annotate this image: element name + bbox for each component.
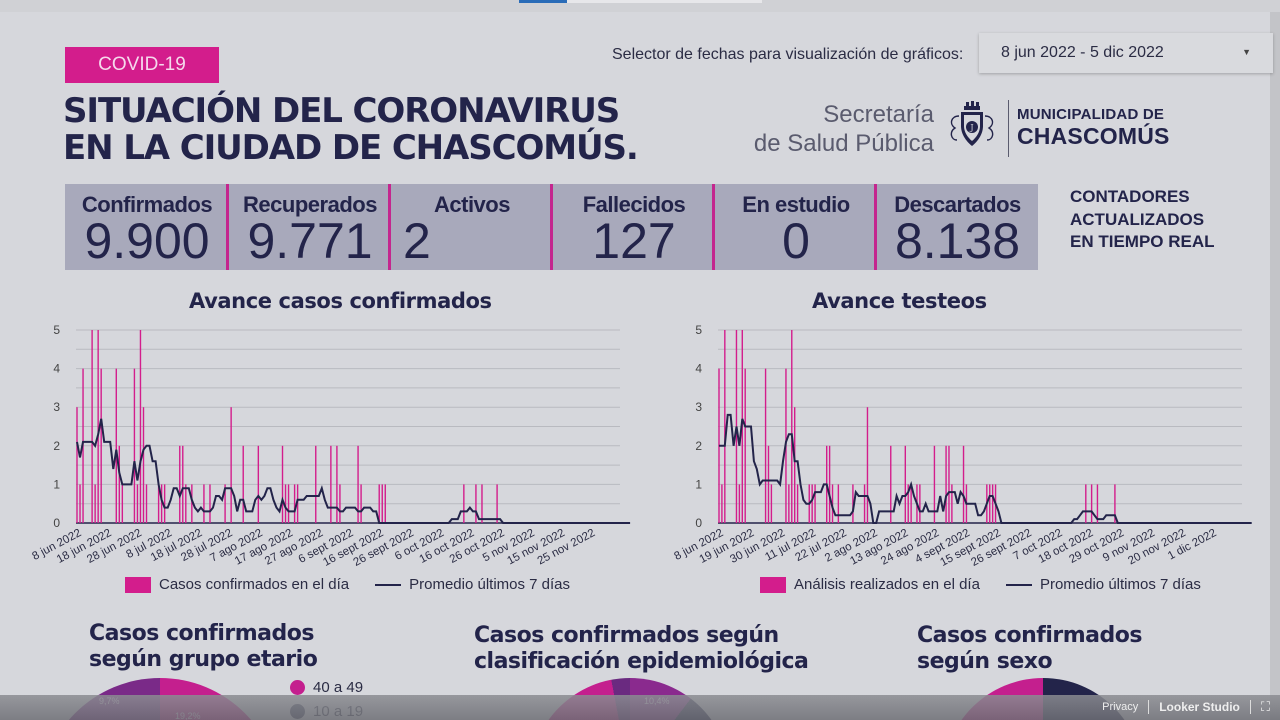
svg-text:3: 3 xyxy=(53,400,60,414)
counter-activos: Activos 2 xyxy=(391,184,553,270)
line-legend-swatch xyxy=(1005,583,1032,586)
title-line: clasificación epidemiológica xyxy=(474,649,809,674)
svg-text:J: J xyxy=(969,123,973,132)
embed-footer-bar xyxy=(0,695,1280,720)
svg-text:5: 5 xyxy=(53,323,60,337)
counter-value: 8.138 xyxy=(894,213,1021,269)
secretaria-label: Secretaría de Salud Pública xyxy=(740,100,934,158)
covid-badge: COVID-19 xyxy=(65,47,219,83)
age-chart-title: Casos confirmados según grupo etario xyxy=(89,621,318,673)
legend-item[interactable]: 40 a 49 xyxy=(290,675,363,699)
counter-separator xyxy=(712,184,715,270)
legend-label: 40 a 49 xyxy=(313,678,364,696)
epi-chart-title: Casos confirmados según clasificación ep… xyxy=(474,623,809,675)
title-line: Casos confirmados xyxy=(89,621,314,646)
note-line: CONTADORES xyxy=(1070,187,1190,206)
legend-line-label: Promedio últimos 7 días xyxy=(1039,576,1201,593)
svg-text:0: 0 xyxy=(695,516,702,530)
page-title: SITUACIÓN DEL CORONAVIRUS EN LA CIUDAD D… xyxy=(63,91,639,168)
counter-en-estudio: En estudio 0 xyxy=(715,184,877,270)
title-line: según grupo etario xyxy=(89,647,318,672)
svg-text:5: 5 xyxy=(695,323,702,337)
municipalidad-logo-text: MUNICIPALIDAD DE CHASCOMÚS xyxy=(1017,106,1170,149)
counter-separator xyxy=(550,184,553,270)
legend-dot-icon xyxy=(290,679,305,695)
date-selector-label: Selector de fechas para visualización de… xyxy=(612,46,964,63)
counter-label: Descartados xyxy=(894,192,1021,217)
tests-chart-legend: Análisis realizados en el día Promedio ú… xyxy=(760,576,1201,593)
browser-top-strip xyxy=(0,0,1280,12)
muni-line-1: MUNICIPALIDAD DE xyxy=(1017,106,1165,123)
page-edge xyxy=(1270,12,1280,720)
muni-line-2: CHASCOMÚS xyxy=(1017,123,1170,149)
counter-value: 0 xyxy=(782,213,810,269)
secretaria-line-2: de Salud Pública xyxy=(753,130,934,157)
sex-chart-title: Casos confirmados según sexo xyxy=(917,623,1142,675)
date-range-value: 8 jun 2022 - 5 dic 2022 xyxy=(1001,44,1164,61)
note-line: EN TIEMPO REAL xyxy=(1070,232,1215,251)
counter-value: 127 xyxy=(592,213,676,269)
page-tab-strip[interactable] xyxy=(567,0,762,3)
svg-text:1: 1 xyxy=(695,477,702,491)
counter-confirmados: Confirmados 9.900 xyxy=(65,184,229,270)
counter-separator xyxy=(874,184,877,270)
counter-descartados: Descartados 8.138 xyxy=(877,184,1038,270)
line-legend-swatch xyxy=(375,583,402,586)
svg-text:4: 4 xyxy=(695,362,702,376)
org-divider xyxy=(1008,100,1009,157)
counter-label: Confirmados xyxy=(81,192,213,217)
title-line: según sexo xyxy=(917,649,1053,674)
note-line: ACTUALIZADOS xyxy=(1070,209,1205,229)
title-line-2: EN LA CIUDAD DE CHASCOMÚS. xyxy=(63,128,639,168)
counters-note: CONTADORES ACTUALIZADOS EN TIEMPO REAL xyxy=(1070,186,1215,254)
svg-text:2: 2 xyxy=(695,439,702,453)
svg-text:4: 4 xyxy=(53,362,60,376)
svg-text:1: 1 xyxy=(53,477,60,491)
footer-divider xyxy=(1148,700,1150,714)
counter-value: 9.771 xyxy=(247,213,373,269)
svg-text:0: 0 xyxy=(53,516,60,530)
cases-chart-title: Avance casos confirmados xyxy=(189,289,492,313)
legend-line-label: Promedio últimos 7 días xyxy=(409,576,571,593)
dropdown-caret-icon: ▼ xyxy=(1242,47,1251,57)
svg-text:2: 2 xyxy=(53,439,60,453)
counter-recuperados: Recuperados 9.771 xyxy=(229,184,391,270)
secretaria-line-1: Secretaría xyxy=(823,101,934,128)
counter-separator xyxy=(388,184,391,270)
date-range-selector[interactable]: 8 jun 2022 - 5 dic 2022 ▼ xyxy=(979,33,1273,73)
municipal-crest-icon: J xyxy=(950,101,994,146)
counters-bar: Confirmados 9.900 Recuperados 9.771 Acti… xyxy=(65,184,1038,270)
footer-divider xyxy=(1249,700,1251,714)
counter-value: 9.900 xyxy=(84,213,210,269)
counter-value: 2 xyxy=(403,213,431,269)
title-line: Casos confirmados según xyxy=(474,623,779,648)
bar-legend-swatch xyxy=(125,576,151,593)
tests-chart-title: Avance testeos xyxy=(812,289,987,313)
svg-text:3: 3 xyxy=(695,400,702,414)
privacy-link[interactable]: Privacy xyxy=(1102,701,1139,713)
cases-chart-legend: Casos confirmados en el día Promedio últ… xyxy=(125,576,570,593)
title-line-1: SITUACIÓN DEL CORONAVIRUS xyxy=(63,91,620,131)
counter-fallecidos: Fallecidos 127 xyxy=(553,184,715,270)
bar-legend-swatch xyxy=(760,576,786,593)
report-page xyxy=(0,12,1270,720)
counter-label: En estudio xyxy=(742,192,850,217)
page-tab-active[interactable] xyxy=(519,0,567,3)
title-line: Casos confirmados xyxy=(917,623,1142,648)
fullscreen-icon[interactable]: ⛶ xyxy=(1260,699,1270,714)
counter-label: Recuperados xyxy=(243,192,377,217)
legend-bar-label: Análisis realizados en el día xyxy=(794,576,980,593)
looker-studio-link[interactable]: Looker Studio xyxy=(1159,700,1240,714)
counter-label: Fallecidos xyxy=(582,192,686,217)
embed-footer: Privacy Looker Studio ⛶ xyxy=(1102,699,1270,715)
counter-separator xyxy=(226,184,229,270)
counter-label: Activos xyxy=(434,192,510,217)
legend-bar-label: Casos confirmados en el día xyxy=(159,576,350,593)
